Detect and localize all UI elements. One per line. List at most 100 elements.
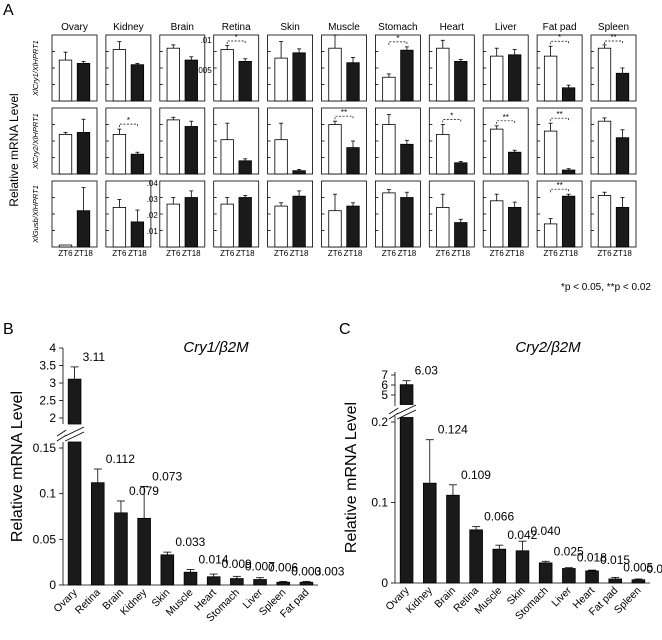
cry2-bar-skin	[515, 550, 530, 584]
x-tick-label-zt6: ZT6	[274, 249, 289, 258]
bar-zt6	[543, 223, 558, 248]
cell-frame	[374, 107, 421, 175]
bar-zt18	[454, 162, 468, 175]
cry1-bar-kidney	[137, 517, 151, 586]
significance-bracket	[550, 40, 569, 45]
significance-bracket	[334, 115, 354, 120]
x-tick-label-zt6: ZT6	[436, 249, 451, 258]
cell-spleen-row-3: ZT6 ZT18	[590, 180, 637, 258]
cry2-bar-break-mark	[397, 404, 417, 415]
bar-zt6	[597, 195, 612, 248]
organ-label-skin: Skin	[280, 22, 299, 33]
cry1-bar-ovary-upper	[67, 378, 82, 425]
cry2-y-axis-label: Relative mRNA Level	[343, 402, 360, 553]
cry2-value-label-ovary: 6.03	[415, 364, 439, 378]
bar-zt18	[508, 54, 522, 102]
significance-marker: **	[341, 108, 347, 117]
cell-kidney-row-1	[105, 34, 152, 102]
cry2-value-label-liver: 0.018	[577, 551, 607, 565]
x-tick-label-zt6: ZT6	[597, 249, 612, 258]
cry2-value-label-retina: 0.066	[484, 510, 514, 524]
cry1-value-label-heart: 0.009	[222, 557, 252, 571]
cry1-bar-fat-pad	[299, 581, 314, 586]
cry1-value-label-spleen: 0.003	[291, 564, 321, 578]
significance-marker: *	[235, 33, 238, 42]
cry2-break-gap	[398, 405, 415, 417]
bar-zt6	[543, 130, 558, 175]
cell-frame	[51, 107, 98, 175]
bar-zt6	[166, 47, 180, 102]
bar-zt18	[238, 61, 252, 102]
cell-stomach-row-1: *	[374, 34, 421, 102]
bar-zt18	[238, 160, 252, 175]
bar-zt18	[561, 87, 576, 102]
organ-label-ovary: Ovary	[61, 22, 88, 33]
bar-zt18	[615, 72, 630, 102]
cry2-y-tick-label: 0.1	[371, 496, 388, 510]
cry1-y-tick-label: 3.5	[39, 359, 56, 373]
cry2-y-tick-label: 0.2	[371, 415, 388, 429]
organ-label-heart: Heart	[440, 22, 465, 33]
cry2-value-label-muscle: 0.042	[507, 528, 537, 542]
bar-zt18	[76, 62, 91, 102]
panel-b-chart: 0 0.05 0.1 0.15 2 2.5 3 3.5 4 Cry1/β2M Relative mR…	[9, 339, 345, 624]
bar-zt6	[490, 128, 504, 175]
bar-zt6	[597, 120, 612, 175]
cell-stomach-row-2	[374, 107, 421, 175]
x-tick-label-zt18: ZT18	[505, 249, 524, 258]
cell-muscle-row-3: ZT6 ZT18	[321, 180, 367, 258]
cell-retina-row-1: *	[213, 33, 260, 102]
cry1-bar-stomach	[230, 578, 244, 586]
cell-frame	[321, 34, 367, 102]
bar-zt18	[292, 52, 306, 102]
cry1-value-label-ovary: 3.11	[83, 350, 106, 364]
x-tick-label-zt6: ZT6	[112, 249, 127, 258]
cry2-category-label-spleen: Spleen	[612, 585, 644, 617]
cry1-break-gap	[66, 427, 83, 439]
organ-label-stomach: Stomach	[378, 22, 417, 33]
cry1-chart-title: Cry1/β2M	[183, 339, 249, 356]
cell-muscle-row-2: **	[321, 107, 367, 175]
cell-muscle-row-1	[321, 34, 367, 102]
cell-skin-row-3: ZT6 ZT18	[267, 180, 314, 258]
cry1-y-tick-label: 4	[49, 341, 56, 355]
row-label-2: XlCry2/XlHPRT1	[31, 113, 40, 170]
x-tick-label-zt18: ZT18	[613, 249, 632, 258]
cell-frame	[374, 34, 421, 102]
x-tick-label-zt18: ZT18	[236, 249, 255, 258]
significance-marker: **	[556, 181, 562, 190]
cell-ovary-row-2	[51, 107, 98, 175]
brain-tick-label: .04	[147, 179, 159, 188]
significance-bracket	[226, 40, 246, 44]
cell-frame	[51, 180, 98, 248]
brain-tick-label: .02	[147, 211, 159, 220]
cell-frame	[321, 180, 367, 248]
significance-bracket	[442, 119, 462, 123]
bar-zt18	[292, 170, 306, 175]
cell-ovary-row-3: ZT6 ZT18	[51, 180, 98, 258]
cell-frame	[159, 107, 206, 175]
x-tick-label-zt18: ZT18	[74, 249, 93, 258]
cell-skin-row-1	[267, 34, 314, 102]
bar-zt6	[274, 57, 288, 102]
x-tick-label-zt6: ZT6	[220, 249, 235, 258]
bar-zt6	[490, 55, 504, 102]
cry1-value-label-fat-pad: 0.003	[314, 564, 344, 578]
cry1-y-tick-label: 3	[49, 376, 56, 390]
bar-zt18	[184, 197, 198, 248]
significance-marker: *	[396, 34, 399, 43]
bar-zt6	[597, 47, 612, 102]
bar-zt6	[220, 139, 234, 175]
cell-ovary-row-1	[51, 34, 98, 102]
panel-a-grid: Relative mRNA Level Ovary Kidney Brain Retin…	[7, 22, 637, 258]
x-tick-label-zt18: ZT18	[344, 249, 363, 258]
cry1-y-tick-label: 0.05	[33, 532, 57, 546]
bar-zt18	[508, 206, 522, 248]
cell-liver-row-1	[482, 34, 529, 102]
bar-zt18	[76, 132, 91, 175]
bar-zt6	[328, 124, 342, 175]
cry2-bar-spleen	[631, 579, 646, 584]
bar-zt6	[220, 203, 234, 248]
significance-bracket	[604, 40, 623, 44]
